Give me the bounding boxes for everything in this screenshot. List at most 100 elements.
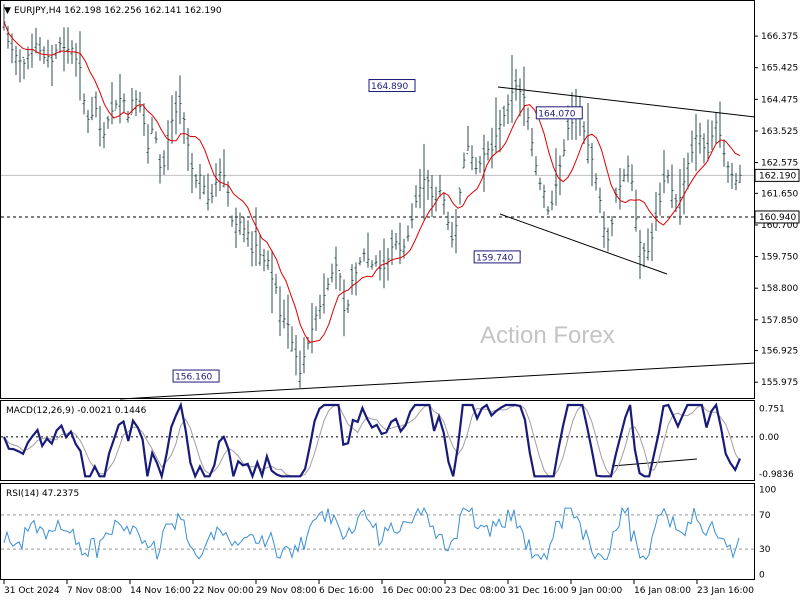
price-bar	[694, 113, 698, 172]
price-bar	[42, 46, 46, 64]
price-bar	[58, 37, 62, 54]
price-bar	[238, 212, 242, 235]
trendline-upper[interactable]	[497, 86, 756, 118]
price-annotation: 164.890	[368, 79, 416, 93]
price-bar	[462, 152, 466, 169]
price-bar	[474, 157, 478, 175]
price-bar	[554, 148, 558, 206]
price-annotation: 159.740	[473, 250, 521, 264]
price-bar	[86, 109, 90, 133]
price-annotations: 164.890 164.070 159.740 156.160	[172, 79, 583, 383]
price-bar	[222, 149, 226, 188]
price-bar	[170, 95, 174, 144]
time-tick-label: 22 Nov 00:00	[193, 586, 254, 596]
price-bar	[438, 174, 442, 198]
price-bar	[90, 96, 94, 121]
price-bar	[230, 215, 234, 227]
price-bar	[738, 164, 742, 184]
price-bar	[270, 250, 274, 314]
price-bar	[630, 164, 634, 191]
price-bar	[526, 107, 530, 130]
price-bar	[54, 44, 58, 59]
price-tick-label: 158.800	[761, 284, 798, 294]
price-bar	[538, 177, 542, 191]
price-bar	[722, 139, 726, 167]
price-bar	[706, 119, 710, 162]
price-bar	[78, 31, 82, 101]
price-bar	[390, 229, 394, 266]
price-bar	[478, 155, 482, 173]
price-bar	[130, 87, 134, 115]
svg-text:164.890: 164.890	[371, 82, 408, 92]
price-bar	[494, 97, 498, 154]
price-panel[interactable]	[0, 0, 755, 399]
trendline-bottom[interactable]	[119, 362, 756, 400]
price-bar	[190, 152, 194, 194]
price-bar	[406, 225, 410, 242]
chevron-down-icon[interactable]: ▼	[4, 6, 11, 16]
price-bar	[38, 36, 42, 61]
price-bar	[62, 27, 66, 72]
time-tick-label: 6 Dec 16:00	[319, 586, 374, 596]
price-bar	[466, 125, 470, 155]
price-bar	[550, 190, 554, 211]
price-bars	[2, 4, 742, 388]
price-bar	[686, 152, 690, 190]
level-label: 160.940	[759, 213, 796, 223]
price-bar	[330, 263, 334, 283]
price-bar	[290, 326, 294, 352]
price-bar	[610, 216, 614, 237]
price-bar	[162, 150, 166, 175]
rsi-tick-label: 70	[759, 511, 771, 521]
price-bar	[14, 46, 18, 76]
price-bar	[442, 193, 446, 215]
price-bar	[658, 182, 662, 216]
price-tick-label: 156.925	[761, 347, 798, 357]
price-bar	[418, 168, 422, 209]
price-bar	[234, 207, 238, 249]
price-bar	[622, 168, 626, 182]
price-bar	[666, 169, 670, 184]
price-bar	[210, 183, 214, 204]
price-bar	[254, 207, 258, 266]
macd-panel[interactable]	[0, 400, 755, 481]
price-bar	[154, 131, 158, 144]
macd-trendline[interactable]	[611, 458, 698, 467]
price-header: EURJPY,H4 162.198 162.256 162.141 162.19…	[14, 6, 222, 16]
price-tick-label: 159.750	[761, 253, 798, 263]
price-tick-label: 160.700	[761, 221, 798, 231]
price-bar	[350, 264, 354, 295]
price-bar	[426, 169, 430, 200]
price-bar	[590, 142, 594, 187]
price-axis: 166.375 165.425 164.475 163.525 162.575 161.6…	[754, 32, 798, 388]
price-bar	[322, 273, 326, 314]
price-bar	[142, 103, 146, 137]
price-bar	[634, 189, 638, 232]
price-bar	[498, 109, 502, 153]
price-tick-label: 162.575	[761, 159, 798, 169]
price-bar	[678, 168, 682, 225]
price-bar	[102, 122, 106, 149]
price-bar	[122, 93, 126, 113]
price-bar	[182, 112, 186, 145]
time-axis: 31 Oct 2024 7 Nov 08:00 14 Nov 16:00 22 Nov…	[3, 580, 754, 596]
price-bar	[198, 163, 202, 200]
price-bar	[262, 248, 266, 272]
price-bar	[470, 145, 474, 171]
price-bar	[202, 175, 206, 195]
price-bar	[138, 91, 142, 113]
watermark: Action Forex	[480, 322, 615, 349]
rsi-tick-label: 100	[759, 485, 776, 495]
price-bar	[402, 238, 406, 259]
price-bar	[310, 303, 314, 354]
price-bar	[294, 334, 298, 376]
macd-header: MACD(12,26,9) -0.0021 0.1446	[6, 406, 147, 416]
rsi-tick-label: 0	[759, 571, 765, 581]
price-bar	[110, 82, 114, 125]
price-bar	[318, 294, 322, 320]
price-bar	[646, 228, 650, 261]
rsi-panel[interactable]	[0, 483, 755, 580]
price-bar	[650, 222, 654, 262]
trendline-lower[interactable]	[499, 213, 668, 275]
price-bar	[582, 121, 586, 145]
